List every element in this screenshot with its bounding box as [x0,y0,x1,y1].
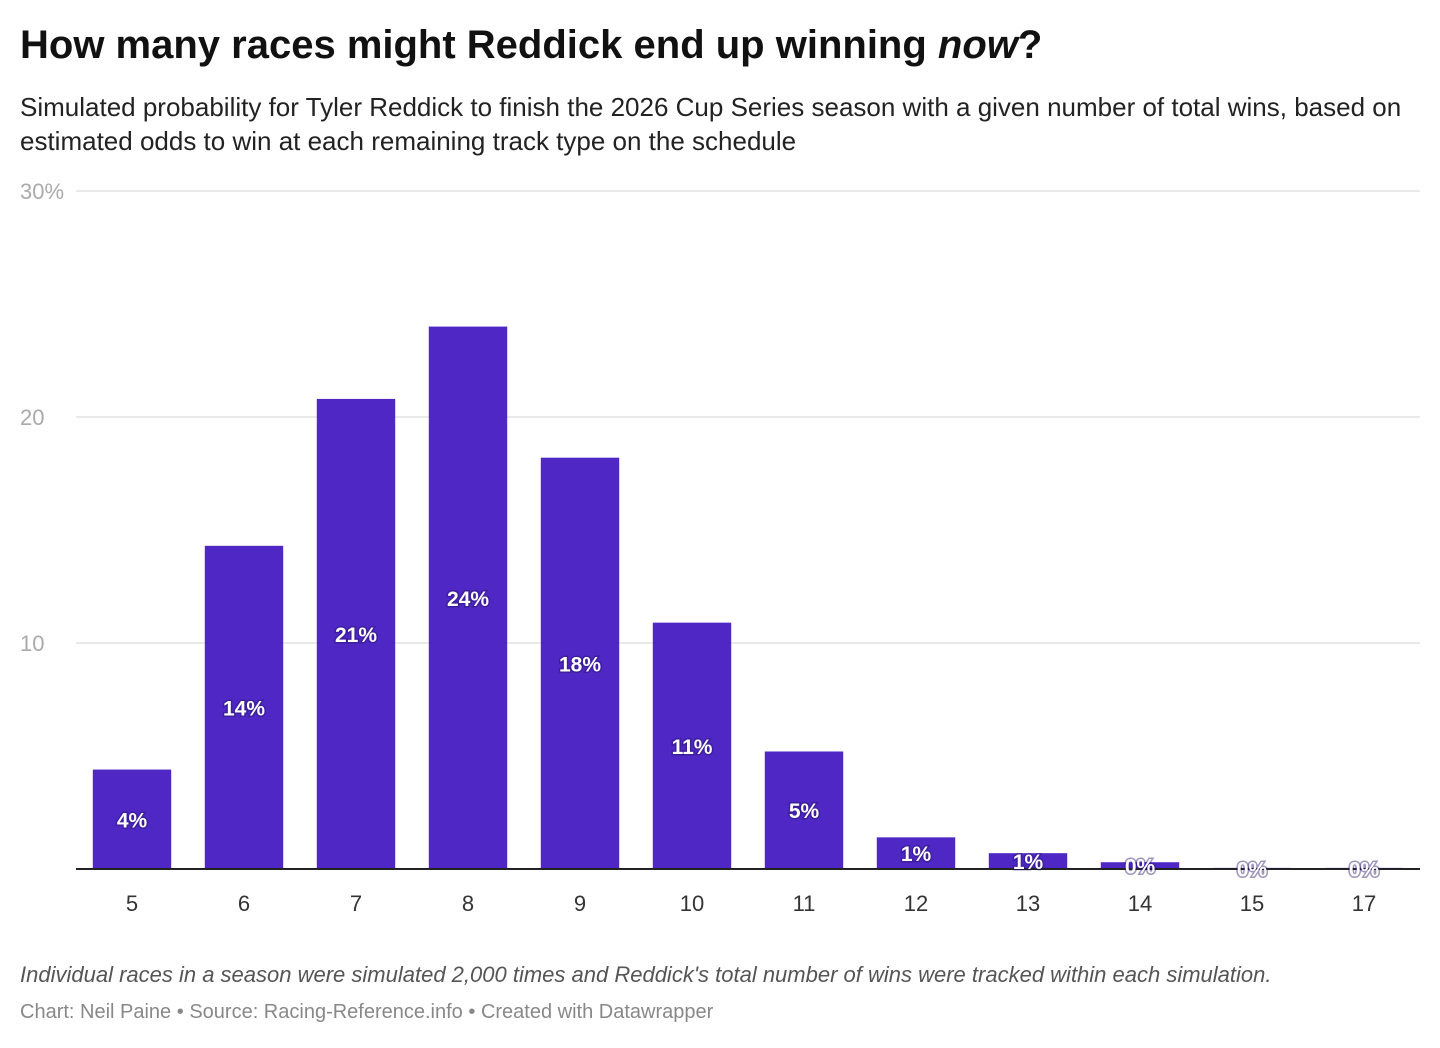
data-label: 21% [335,624,377,647]
title-end: ? [1017,23,1043,67]
x-tick-label: 6 [238,891,250,916]
data-labels: 4% 14% 21% 24% 18% 11% 5% 1% 1% 0% 0% 0% [115,586,1381,883]
bar [540,457,620,869]
bar [876,837,956,869]
bars [92,326,1404,870]
credits-line: Chart: Neil Paine • Source: Racing-Refer… [20,1001,713,1024]
x-tick-label: 14 [1128,891,1152,916]
data-label: 0% [1349,858,1380,881]
x-axis-ticks: 5 6 7 8 9 10 11 12 13 14 15 17 [126,891,1376,916]
title-text: How many races might Reddick end up winn… [20,23,938,67]
x-tick-label: 9 [574,891,586,916]
y-tick-label: 10 [20,631,44,656]
bar [204,545,284,869]
y-axis-ticks: 10 20 30% [20,179,64,656]
bar [764,751,844,869]
data-label: 14% [223,697,265,720]
data-label: 5% [789,800,820,823]
chart-title: How many races might Reddick end up winn… [20,20,1042,70]
x-tick-label: 15 [1240,891,1264,916]
title-emphasis: now [937,23,1018,67]
bar [1100,862,1180,869]
data-label: 0% [1125,856,1156,879]
data-label: 4% [117,809,148,832]
methodology-note: Individual races in a season were simula… [20,962,1272,987]
x-tick-label: 12 [904,891,928,916]
x-tick-label: 10 [680,891,704,916]
bar [428,326,508,870]
source-link[interactable]: Source: Racing-Reference.info [189,1001,463,1023]
x-tick-label: 7 [350,891,362,916]
x-tick-label: 13 [1016,891,1040,916]
separator: • [176,1001,184,1023]
data-label: 1% [901,843,932,866]
data-label: 18% [559,653,601,676]
bar [316,398,396,869]
data-label: 1% [1013,851,1044,874]
separator: • [468,1001,476,1023]
data-label: 0% [1237,858,1268,881]
x-tick-label: 5 [126,891,138,916]
bar-chart: 10 20 30% 5 6 7 8 9 10 11 12 13 14 15 17 4% 14% 21% 24% 1… [20,179,1420,916]
y-tick-label: 30% [20,179,64,204]
x-tick-label: 17 [1352,891,1376,916]
x-tick-label: 8 [462,891,474,916]
bar [92,769,172,869]
bar [652,622,732,869]
gridlines [76,190,1420,644]
bar [988,853,1068,869]
chart-subtitle: Simulated probability for Tyler Reddick … [20,92,1402,156]
x-tick-label: 11 [793,891,816,916]
chart-credit: Chart: Neil Paine [20,1001,172,1023]
data-label: 24% [447,588,489,611]
data-label: 11% [672,736,713,759]
y-tick-label: 20 [20,405,44,430]
datawrapper-credit[interactable]: Created with Datawrapper [480,1001,714,1023]
